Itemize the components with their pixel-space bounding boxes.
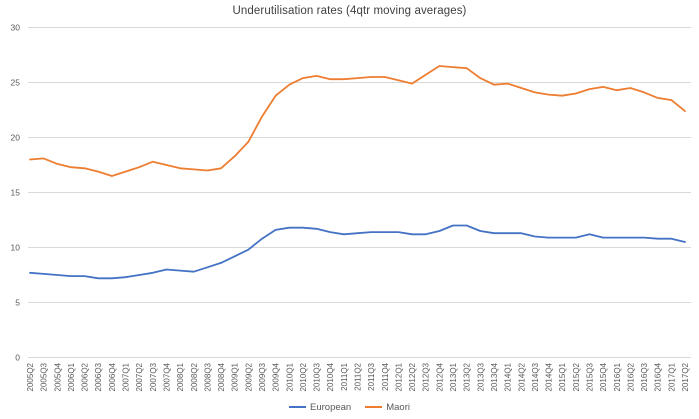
y-tick-label: 5 xyxy=(15,298,20,308)
x-tick-label: 2013Q2 xyxy=(463,362,472,391)
x-tick-label: 2016Q3 xyxy=(640,362,649,391)
x-tick-label: 2016Q4 xyxy=(654,362,663,391)
x-tick-label: 2010Q2 xyxy=(299,362,308,391)
legend-swatch-european xyxy=(289,406,307,408)
x-tick-label: 2016Q2 xyxy=(626,362,635,391)
x-tick-label: 2009Q2 xyxy=(244,362,253,391)
x-tick-label: 2012Q4 xyxy=(435,362,444,391)
x-tick-label: 2014Q3 xyxy=(531,362,540,391)
x-tick-label: 2006Q4 xyxy=(108,362,117,391)
x-tick-label: 2007Q2 xyxy=(135,362,144,391)
x-tick-label: 2012Q2 xyxy=(408,362,417,391)
x-tick-label: 2015Q3 xyxy=(585,362,594,391)
x-tick-label: 2010Q3 xyxy=(313,362,322,391)
x-tick-label: 2010Q1 xyxy=(285,362,294,391)
x-tick-label: 2008Q2 xyxy=(190,362,199,391)
y-tick-label: 0 xyxy=(15,353,20,363)
legend-swatch-maori xyxy=(365,406,383,408)
x-tick-label: 2007Q4 xyxy=(162,362,171,391)
x-tick-label: 2017Q2 xyxy=(681,362,690,391)
y-tick-label: 10 xyxy=(11,243,21,253)
x-tick-label: 2014Q4 xyxy=(545,362,554,391)
x-tick-label: 2015Q1 xyxy=(558,362,567,391)
x-tick-label: 2017Q1 xyxy=(667,362,676,391)
x-tick-label: 2014Q1 xyxy=(504,362,513,391)
legend-label-european: European xyxy=(310,401,352,413)
x-tick-label: 2007Q1 xyxy=(122,362,131,391)
series-line-european xyxy=(29,224,686,280)
legend-item-european: European xyxy=(289,402,351,413)
x-tick-label: 2005Q2 xyxy=(26,362,35,391)
x-tick-label: 2009Q1 xyxy=(231,362,240,391)
x-tick-label: 2009Q3 xyxy=(258,362,267,391)
x-tick-label: 2013Q1 xyxy=(449,362,458,391)
x-tick-label: 2011Q2 xyxy=(354,362,363,390)
x-tick-label: 2013Q4 xyxy=(490,362,499,391)
series-line-maori xyxy=(29,65,686,177)
x-tick-label: 2006Q3 xyxy=(94,362,103,391)
x-tick-label: 2012Q3 xyxy=(422,362,431,391)
chart-title: Underutilisation rates (4qtr moving aver… xyxy=(232,5,467,17)
x-tick-label: 2015Q4 xyxy=(599,362,608,391)
x-tick-label: 2008Q3 xyxy=(203,362,212,391)
y-tick-label: 20 xyxy=(11,133,21,143)
x-tick-label: 2011Q1 xyxy=(340,362,349,390)
legend-item-maori: Maori xyxy=(365,402,410,413)
x-tick-label: 2009Q4 xyxy=(272,362,281,391)
x-tick-label: 2005Q3 xyxy=(40,362,49,391)
x-tick-label: 2011Q4 xyxy=(381,362,390,390)
x-tick-label: 2010Q4 xyxy=(326,362,335,391)
x-tick-label: 2016Q1 xyxy=(613,362,622,391)
x-tick-label: 2012Q1 xyxy=(394,362,403,391)
x-tick-label: 2006Q1 xyxy=(67,362,76,391)
legend-label-maori: Maori xyxy=(386,401,410,413)
chart-legend: European Maori xyxy=(0,399,699,415)
x-tick-label: 2005Q4 xyxy=(53,362,62,391)
x-tick-label: 2006Q2 xyxy=(81,362,90,391)
x-tick-label: 2015Q2 xyxy=(572,362,581,391)
x-tick-label: 2013Q3 xyxy=(476,362,485,391)
x-tick-label: 2014Q2 xyxy=(517,362,526,391)
x-tick-label: 2007Q3 xyxy=(149,362,158,391)
x-tick-label: 2011Q3 xyxy=(367,362,376,390)
x-tick-label: 2008Q1 xyxy=(176,362,185,391)
y-tick-label: 15 xyxy=(11,188,21,198)
x-tick-label: 2008Q4 xyxy=(217,362,226,391)
y-tick-label: 30 xyxy=(11,23,21,33)
y-tick-label: 25 xyxy=(11,78,21,88)
